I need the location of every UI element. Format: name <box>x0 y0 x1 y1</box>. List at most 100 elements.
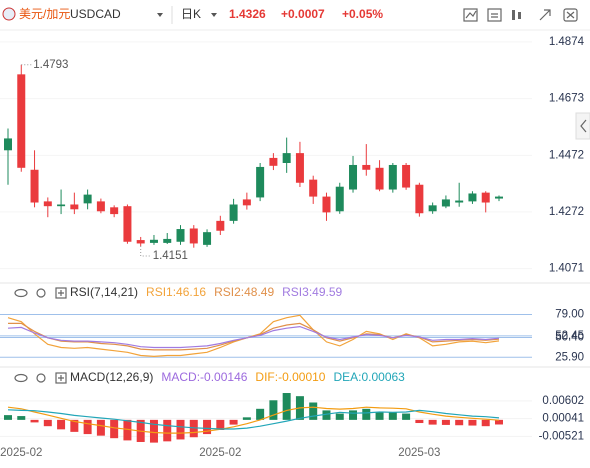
macd-bar <box>229 419 238 425</box>
candle-body <box>189 228 198 244</box>
line-series <box>7 406 500 434</box>
change: +0.0007 <box>281 7 325 21</box>
max-annotation: 1.4793 <box>33 59 68 71</box>
macd-bar <box>375 411 384 420</box>
candle-body <box>428 205 437 212</box>
candle-body <box>295 153 304 183</box>
y-tick-label: 0.00041 <box>542 413 584 425</box>
add-icon[interactable] <box>55 372 67 384</box>
x-tick-label: 2025-02 <box>0 447 42 459</box>
candle-body <box>349 164 358 190</box>
settings-icon[interactable] <box>36 373 46 383</box>
dropdown-caret[interactable] <box>211 13 217 17</box>
macd-bar <box>176 419 185 440</box>
pair-name[interactable]: 美元/加元 <box>19 7 70 21</box>
candle-body <box>242 199 251 206</box>
macd-bar <box>481 419 490 427</box>
legend-entry: RSI2:48.49 <box>214 285 274 299</box>
macd-bar <box>415 419 424 424</box>
candle-body <box>335 186 344 212</box>
eye-icon[interactable] <box>14 288 28 298</box>
macd-bar <box>242 417 251 420</box>
toolbar-icons <box>463 8 578 22</box>
macd-bar <box>309 402 318 420</box>
indicator-glyph <box>465 10 477 19</box>
candle-body <box>455 200 464 203</box>
legend-entry: DIF:-0.00010 <box>255 370 325 384</box>
macd-bar <box>362 408 371 420</box>
dropdown-caret[interactable] <box>157 13 163 17</box>
candle-body <box>149 239 158 243</box>
draw-button[interactable] <box>487 8 502 22</box>
y-tick-label: 52.45 <box>555 330 584 342</box>
rsi-header-icons <box>14 287 67 299</box>
indicator-button[interactable] <box>463 8 478 22</box>
y-tick-label: 1.4874 <box>549 36 585 48</box>
annotation-leader <box>140 245 151 257</box>
macd-bar <box>335 413 344 420</box>
macd-header-icons <box>14 372 67 384</box>
candle-body <box>375 167 384 190</box>
macd-bar <box>17 416 26 420</box>
legend-entry: RSI3:49.59 <box>282 285 342 299</box>
candle-body <box>269 157 278 166</box>
candle-body <box>229 204 238 221</box>
candle-body <box>494 196 503 199</box>
candle-body <box>30 169 39 203</box>
flag-icon[interactable] <box>2 7 16 21</box>
candle-body <box>110 207 119 215</box>
candle-body <box>441 199 450 207</box>
macd-bar <box>282 393 291 420</box>
add-glyph <box>58 375 64 381</box>
candle-body <box>402 164 411 188</box>
indicator-title: RSI(7,14,21) <box>70 285 138 299</box>
macd-bar <box>203 419 212 435</box>
candle-body <box>362 164 371 170</box>
macd-bar <box>57 419 66 430</box>
price: 1.4326 <box>229 7 266 21</box>
symbol[interactable]: USDCAD <box>70 7 121 21</box>
macd-bar <box>216 419 225 430</box>
macd-bar <box>402 413 411 420</box>
candle-button[interactable] <box>512 10 515 20</box>
min-annotation: 1.4151 <box>153 250 188 262</box>
macd-bar <box>349 410 358 420</box>
close-button[interactable] <box>563 8 578 22</box>
candle-body <box>388 164 397 190</box>
eye-icon[interactable] <box>14 373 28 383</box>
y-tick-label: 1.4472 <box>549 149 584 161</box>
macd-bar <box>83 419 92 435</box>
candle-body <box>163 238 172 243</box>
candle-body <box>216 220 225 231</box>
y-tick-label: 1.4071 <box>549 263 584 275</box>
candle-body <box>322 196 331 213</box>
add-icon[interactable] <box>55 287 67 299</box>
macd-bar <box>322 410 331 420</box>
legend-entry: DEA:0.00063 <box>333 370 405 384</box>
candle-body <box>4 138 12 151</box>
settings-icon[interactable] <box>36 288 46 298</box>
side-panel-toggle[interactable] <box>575 112 590 140</box>
expand-button[interactable] <box>539 9 551 21</box>
macd-bar <box>149 419 158 443</box>
macd-bar <box>256 408 265 420</box>
candle-body <box>96 201 105 212</box>
candle-body <box>481 192 490 203</box>
y-tick-label: 79.00 <box>555 309 584 321</box>
candle-body <box>70 204 79 210</box>
macd-bar <box>96 419 105 436</box>
interval[interactable]: 日K <box>181 7 201 21</box>
candle-body <box>176 229 185 242</box>
x-tick-label: 2025-03 <box>398 447 440 459</box>
line-series <box>7 409 500 430</box>
macd-bar <box>468 419 477 426</box>
macd-bar <box>455 419 464 426</box>
candle-body <box>57 204 66 207</box>
y-tick-label: 1.4673 <box>549 93 584 105</box>
macd-bar <box>441 419 450 425</box>
add-glyph <box>58 290 64 296</box>
macd-bar <box>163 419 172 442</box>
y-tick-label: 25.90 <box>555 351 584 363</box>
